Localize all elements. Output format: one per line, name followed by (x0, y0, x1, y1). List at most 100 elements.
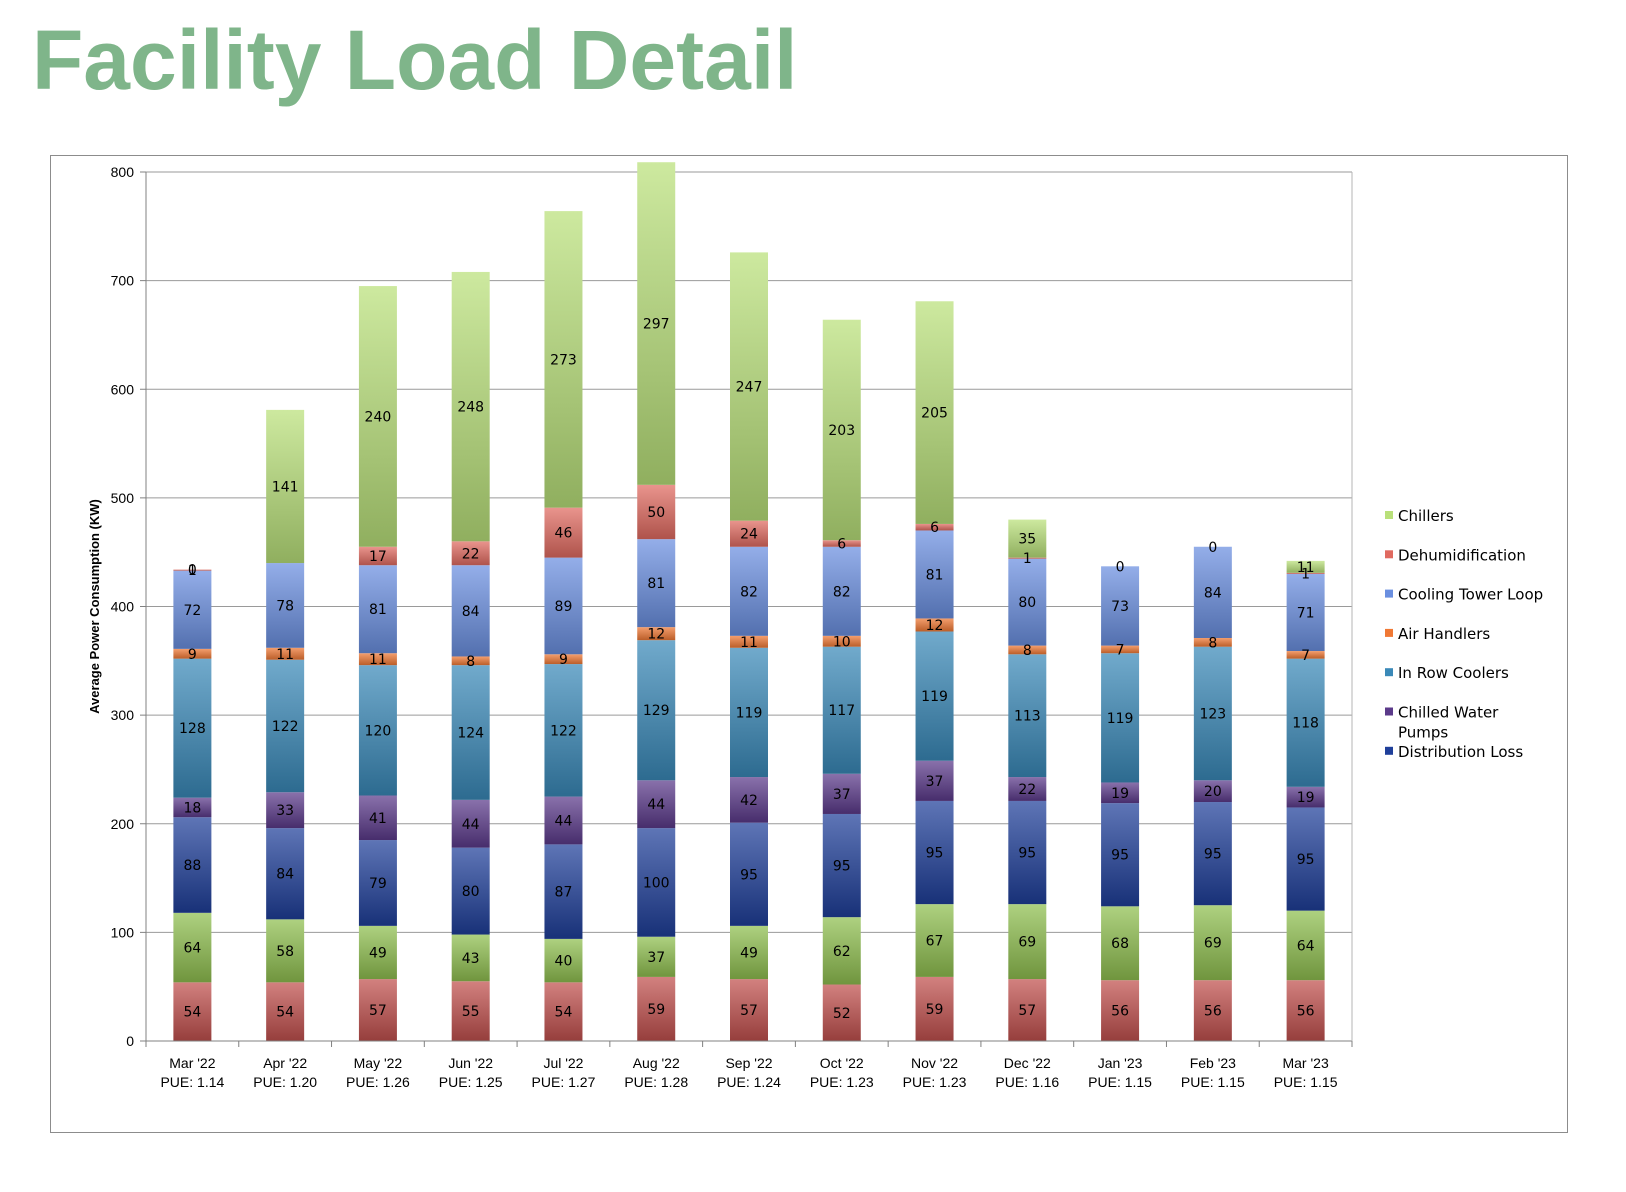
data-label: 0 (1208, 540, 1217, 556)
data-label: 82 (833, 584, 851, 600)
bar-segment (637, 162, 676, 485)
data-label: 9 (559, 652, 568, 668)
data-label: 118 (1292, 716, 1319, 732)
bar-segment (266, 919, 305, 983)
bar-segment (544, 664, 583, 797)
data-label: 40 (555, 954, 573, 970)
bar-segment (1286, 572, 1325, 574)
bar-segment (173, 912, 212, 983)
data-label: 11 (369, 652, 387, 668)
bar-segment (451, 934, 490, 982)
data-label: 79 (369, 876, 387, 892)
data-label: 95 (740, 867, 758, 883)
bar-segment (822, 540, 861, 547)
bar-segment (1193, 780, 1232, 803)
data-label: 11 (1297, 560, 1315, 576)
data-label: 67 (926, 934, 944, 950)
legend-swatch (1385, 589, 1393, 598)
legend: Chillers Dehumidification Cooling Tower Lo… (1385, 507, 1543, 761)
data-label: 100 (643, 875, 670, 891)
bar-segment (730, 546, 768, 636)
bar-segment (1008, 558, 1047, 646)
bar-segment (915, 301, 954, 524)
x-tick-label: Jun '22 (448, 1055, 493, 1071)
bar-segment (1008, 557, 1047, 559)
bar-segment (358, 795, 397, 841)
bar-segment (1101, 803, 1140, 907)
legend-swatch (1385, 668, 1393, 677)
data-label: 42 (740, 793, 758, 809)
data-label: 49 (369, 945, 387, 961)
data-label: 33 (276, 803, 294, 819)
data-label: 44 (555, 813, 573, 829)
bar-segment (915, 800, 954, 905)
pue-label: PUE: 1.14 (160, 1074, 224, 1090)
bar-segment (1008, 904, 1047, 980)
data-label: 89 (555, 599, 573, 615)
data-label: 41 (369, 811, 387, 827)
data-label: 247 (736, 380, 763, 396)
data-label: 49 (740, 945, 758, 961)
bar-segment (266, 563, 305, 648)
data-label: 124 (457, 726, 484, 742)
data-label: 87 (555, 885, 573, 901)
bar-segment (730, 252, 768, 521)
bar-segment (637, 640, 676, 781)
bar-segment (544, 557, 583, 655)
legend-label: Dehumidification (1398, 546, 1526, 564)
x-tick-label: Aug '22 (633, 1055, 680, 1071)
bar-segment (173, 570, 212, 649)
bar-segment (1008, 519, 1047, 558)
data-label: 52 (833, 1006, 851, 1022)
x-tick-label: Jan '23 (1098, 1055, 1143, 1071)
data-label: 19 (1297, 790, 1315, 806)
bar-segment (822, 646, 861, 774)
bar-segment (1193, 546, 1232, 639)
data-label: 20 (1204, 784, 1222, 800)
data-label: 1 (1301, 566, 1310, 582)
data-label: 205 (921, 406, 948, 422)
data-label: 9 (188, 647, 197, 663)
bar-segment (173, 797, 212, 818)
x-tick-label: May '22 (354, 1055, 403, 1071)
bar-segment (1193, 905, 1232, 981)
data-label: 95 (926, 846, 944, 862)
bar-segment (822, 635, 861, 647)
bar-segment (544, 654, 583, 665)
bar-segment (1101, 782, 1140, 804)
data-label: 58 (276, 944, 294, 960)
data-label: 1 (188, 563, 197, 579)
legend-label: Chilled Water (1398, 704, 1499, 722)
bar-segment (544, 211, 583, 508)
data-label: 95 (1204, 847, 1222, 863)
bar-segment (1008, 654, 1047, 778)
bar-segment (1286, 651, 1325, 659)
data-label: 119 (921, 689, 948, 705)
bar-segment (915, 976, 954, 1041)
bar-segment (1008, 979, 1047, 1041)
legend-label: Chillers (1398, 507, 1454, 525)
bar-segment (637, 780, 676, 829)
bar-segment (1193, 638, 1232, 647)
data-label: 56 (1204, 1004, 1222, 1020)
bar-segment (730, 777, 768, 823)
pue-label: PUE: 1.26 (346, 1074, 410, 1090)
legend-label: Air Handlers (1398, 625, 1490, 643)
x-tick-label: Apr '22 (263, 1055, 307, 1071)
data-label: 95 (1297, 852, 1315, 868)
bar-segment (1193, 646, 1232, 781)
data-label: 44 (462, 817, 480, 833)
bar-segment (822, 917, 861, 985)
bar-segment (1101, 980, 1140, 1041)
bar-segment (173, 569, 212, 571)
bar-segment (451, 981, 490, 1041)
bar-segment (915, 523, 954, 531)
bar-segment (173, 648, 212, 659)
data-label: 22 (1018, 782, 1036, 798)
data-label: 84 (276, 867, 294, 883)
data-label: 59 (647, 1002, 665, 1018)
pue-label: PUE: 1.20 (253, 1074, 317, 1090)
bar-segment (1286, 807, 1325, 911)
